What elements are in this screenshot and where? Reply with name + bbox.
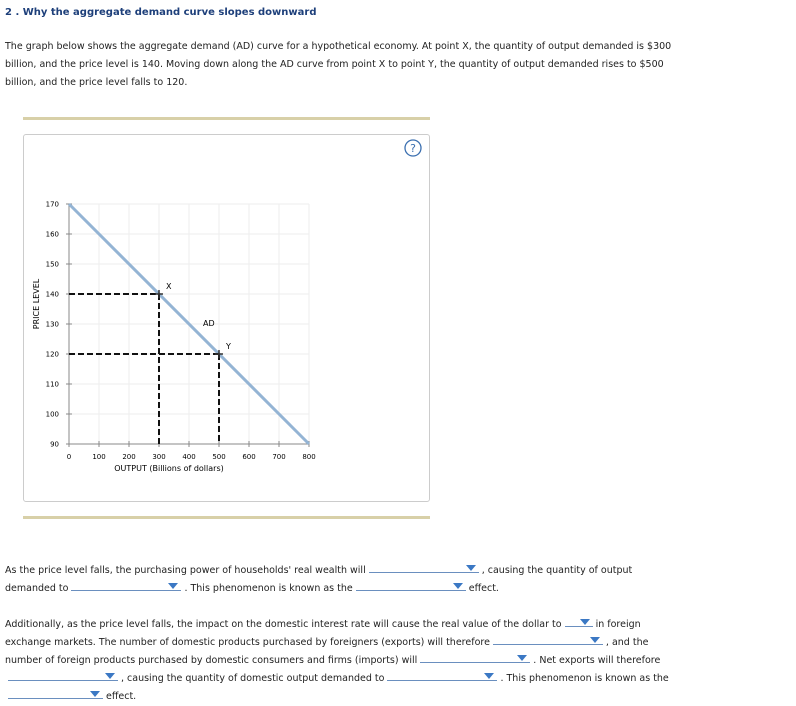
y-tick-label: 100 (46, 411, 59, 419)
x-tick-label: 500 (212, 453, 225, 461)
x-tick-label: 100 (92, 453, 105, 461)
question-text: in foreign exchange markets. The number … (5, 619, 641, 648)
curve-label: AD (203, 319, 215, 328)
x-axis-label: OUTPUT (Billions of dollars) (114, 464, 223, 473)
dropdown[interactable] (492, 634, 603, 645)
point-marker (155, 290, 163, 298)
help-icon[interactable] (404, 139, 422, 157)
point-label: X (166, 282, 172, 291)
x-tick-label: 200 (122, 453, 135, 461)
graph-panel: ? 90 100 110 120 130 140 150 160 170 0 100 200 300 40… (23, 134, 430, 502)
x-tick-label: 0 (67, 453, 71, 461)
y-tick-label: 160 (46, 231, 59, 239)
x-tick-label: 300 (152, 453, 165, 461)
point-label: Y (225, 342, 231, 351)
dropdown[interactable] (355, 580, 466, 591)
y-axis-label: PRICE LEVEL (32, 278, 41, 329)
divider (23, 516, 430, 519)
divider (23, 117, 430, 120)
dropdown[interactable] (420, 652, 531, 663)
chart: ? 90 100 110 120 130 140 150 160 170 0 100 200 300 40… (32, 139, 422, 473)
dropdown[interactable] (368, 562, 479, 573)
question-text: , causing the quantity of domestic outpu… (121, 673, 385, 684)
question-title: 2 . Why the aggregate demand curve slope… (5, 7, 317, 18)
y-tick-label: 150 (46, 261, 59, 269)
y-tick-label: 130 (46, 321, 59, 329)
question-text: , causing the quantity of output demande… (5, 565, 633, 594)
y-tick-label: 120 (46, 351, 59, 359)
question-text: . This phenomenon is known as the (500, 673, 669, 684)
question-paragraph: Additionally, as the price level falls, … (5, 616, 685, 706)
y-tick-label: 170 (46, 201, 59, 209)
point-marker (215, 350, 223, 358)
dropdown[interactable] (8, 688, 103, 699)
x-tick-label: 700 (272, 453, 285, 461)
dropdown[interactable] (387, 670, 498, 681)
question-paragraph: As the price level falls, the purchasing… (5, 562, 685, 598)
demand-curve (67, 202, 311, 446)
x-tick-label: 600 (242, 453, 255, 461)
intro-text: The graph below shows the aggregate dema… (5, 41, 672, 88)
question-text: , and the number of foreign products pur… (5, 637, 649, 666)
y-tick-label: 110 (46, 381, 59, 389)
question-text: . Net exports will therefore (533, 655, 661, 666)
y-tick-label: 90 (50, 441, 59, 449)
help-text[interactable]: ? (410, 142, 416, 155)
dropdown[interactable] (564, 616, 593, 627)
x-tick-label: 400 (182, 453, 195, 461)
question-text: effect. (468, 583, 499, 594)
question-text: Additionally, as the price level falls, … (5, 619, 562, 630)
dropdown[interactable] (8, 670, 118, 681)
dropdown[interactable] (71, 580, 182, 591)
question-text: As the price level falls, the purchasing… (5, 565, 366, 576)
x-tick-label: 800 (302, 453, 315, 461)
question-text: . This phenomenon is known as the (184, 583, 353, 594)
y-tick-label: 140 (46, 291, 59, 299)
